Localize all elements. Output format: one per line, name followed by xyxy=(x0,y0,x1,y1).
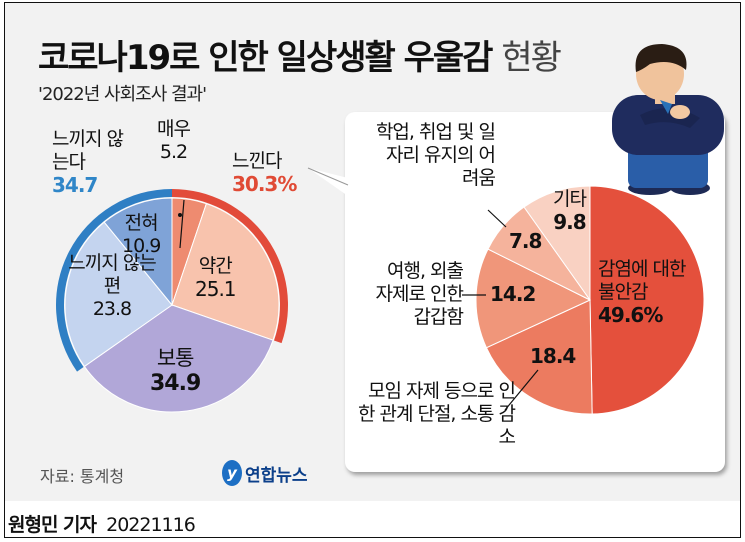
label-travel-value: 14.2 xyxy=(490,282,536,306)
source-note: 자료: 통계청 xyxy=(40,467,125,486)
label-not-much-name: 느끼지 않는 편 xyxy=(68,252,156,297)
left-pie xyxy=(56,189,288,413)
pie-slice-2 xyxy=(485,299,593,415)
label-jeonhyeo-name: 전혀 xyxy=(124,212,159,234)
label-yakgan: 약간 25.1 xyxy=(195,255,237,301)
label-botong-name: 보통 xyxy=(156,346,195,370)
pie-slice-5 xyxy=(523,185,591,302)
label-maeu-name: 매우 xyxy=(157,118,191,140)
label-yakgan-value: 25.1 xyxy=(195,277,237,301)
publish-date: 20221116 xyxy=(106,514,196,536)
credit-line: 원형민 기자 20221116 xyxy=(8,510,196,537)
reporter-name: 원형민 기자 xyxy=(8,514,97,536)
leader-line-study xyxy=(487,209,507,228)
label-infection: 감염에 대한 불안감 49.6% xyxy=(598,258,698,327)
label-botong-value: 34.9 xyxy=(150,371,201,396)
title-bold: 코로나19로 인한 일상생활 우울감 xyxy=(38,38,493,78)
label-yakgan-name: 약간 xyxy=(198,255,233,277)
pie-slice-3 xyxy=(475,248,592,349)
label-other-value: 9.8 xyxy=(553,210,586,234)
group-feel-value: 30.3% xyxy=(232,172,297,196)
label-maeu: 매우 5.2 xyxy=(157,118,191,164)
group-feel-name: 느낀다 xyxy=(232,150,282,172)
pie-slice-5 xyxy=(103,197,173,307)
depressed-person-illustration xyxy=(612,44,724,195)
group-label-not-feel: 느끼지 않는다 34.7 xyxy=(52,128,124,197)
leader-dot-maeu xyxy=(178,213,182,217)
label-jeonhyeo-value: 10.9 xyxy=(122,235,161,257)
label-other: 기타 9.8 xyxy=(553,188,587,234)
label-social-name: 모임 자제 등으로 인한 관계 단절, 소통 감소 xyxy=(357,380,516,448)
group-ring-2 xyxy=(56,189,172,372)
leader-line-maeu xyxy=(179,199,185,249)
label-botong: 보통 34.9 xyxy=(150,345,201,397)
group-label-feel: 느낀다 30.3% xyxy=(232,150,297,196)
right-pie xyxy=(475,185,705,415)
group-not-feel-name: 느끼지 않는다 xyxy=(52,128,124,173)
label-jeonhyeo: 전혀 10.9 xyxy=(122,212,161,258)
label-not-much-value: 23.8 xyxy=(92,298,132,320)
pie-slice-4 xyxy=(64,221,173,368)
label-study-name: 학업, 취업 및 일자리 유지의 어려움 xyxy=(375,121,496,189)
subtitle: '2022년 사회조사 결과' xyxy=(38,84,207,105)
label-social-value: 18.4 xyxy=(530,344,576,368)
label-infection-name: 감염에 대한 불안감 xyxy=(598,258,686,303)
label-study-value: 7.8 xyxy=(509,229,542,253)
label-maeu-value: 5.2 xyxy=(159,141,188,163)
pie-slice-3 xyxy=(83,304,274,413)
pie-slice-1 xyxy=(589,185,705,415)
label-not-much: 느끼지 않는 편 23.8 xyxy=(66,252,158,321)
page-title: 코로나19로 인한 일상생활 우울감 현황 xyxy=(38,30,562,79)
callout-pointer xyxy=(308,168,348,196)
group-not-feel-value: 34.7 xyxy=(52,173,98,197)
callout-pointer-edge xyxy=(307,167,349,186)
pie-slice-2 xyxy=(171,203,280,341)
yonhap-logo-mark: y xyxy=(222,460,242,486)
yonhap-logo-text: 연합뉴스 xyxy=(245,465,308,486)
label-travel-name: 여행, 외출 자제로 인한 갑갑함 xyxy=(375,260,464,328)
leader-line-social xyxy=(504,369,539,411)
yonhap-logo: y 연합뉴스 xyxy=(222,460,308,486)
label-infection-value: 49.6% xyxy=(598,303,663,327)
label-other-name: 기타 xyxy=(553,188,587,210)
title-light: 현황 xyxy=(501,38,562,78)
